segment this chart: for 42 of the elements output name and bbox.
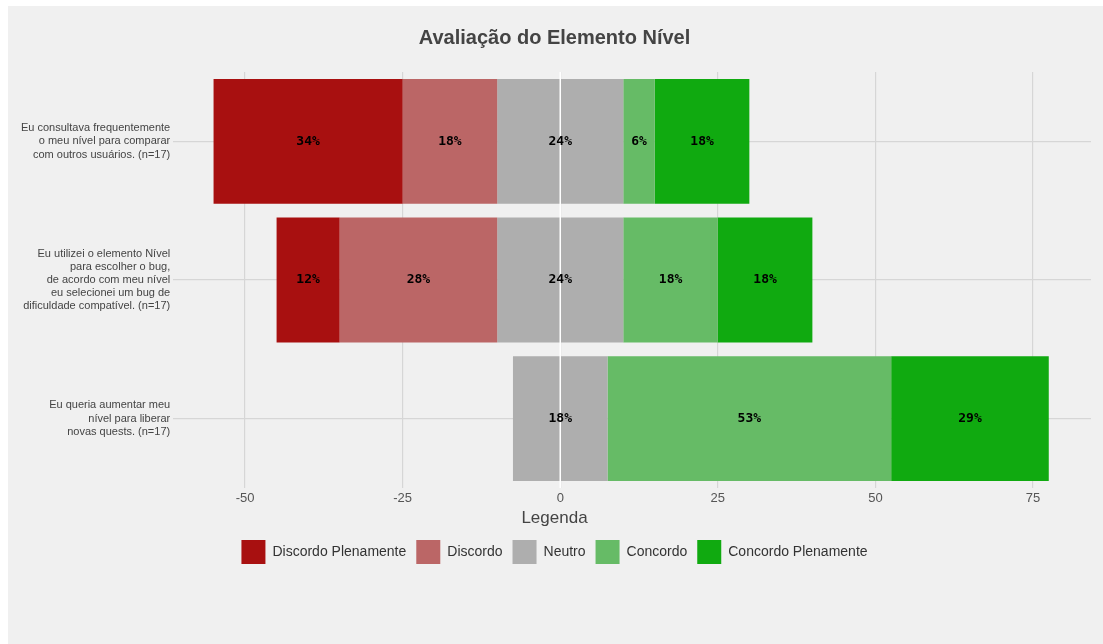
chart-title: Avaliação do Elemento Nível [418, 25, 691, 48]
x-tick-label: 75 [1025, 490, 1041, 506]
bar [654, 78, 750, 204]
annotation: 18% [690, 132, 714, 148]
bar [891, 356, 1049, 482]
legend-label: Discordo [447, 542, 503, 559]
x-tick-label: 0 [556, 490, 564, 506]
annotation: 18% [548, 410, 573, 426]
annotation: 53% [737, 410, 762, 426]
bar [623, 78, 655, 204]
legend-title: Legenda [521, 507, 589, 527]
bar [402, 78, 498, 204]
legend-label: Concordo [626, 542, 688, 559]
annotation: 18% [658, 271, 683, 287]
y-tick-label: Eu consultava frequentemente o meu nível para comparar com outros usuários. (n=17) [20, 121, 171, 160]
legend-label: Discordo Plenamente [272, 542, 407, 559]
annotation: 34% [296, 132, 321, 148]
x-tick-label: 50 [868, 490, 883, 506]
annotation: 29% [958, 410, 982, 426]
bar [339, 217, 498, 343]
y-tick-label: Eu utilizei o elemento Nível para escolher o bug, de acordo com meu nível eu selecionei um bug de dificuldade compatível. (n=17) [23, 246, 171, 312]
annotation: 6% [631, 132, 648, 148]
annotation: 24% [548, 132, 573, 148]
bar [497, 78, 624, 204]
bar [213, 78, 403, 204]
annotation: 12% [296, 271, 321, 287]
bar [512, 356, 608, 482]
x-tick-label: -50 [235, 490, 255, 506]
annotation: 24% [548, 271, 573, 287]
x-tick-label: -25 [393, 490, 413, 506]
annotation: 18% [438, 132, 462, 148]
legend-label: Concordo Plenamente [728, 542, 868, 559]
x-tick-label: 25 [710, 490, 726, 506]
annotation: 18% [753, 271, 778, 287]
legend-label: Neutro [543, 542, 586, 559]
bar [717, 217, 813, 343]
bar [276, 217, 340, 343]
bar [607, 356, 892, 482]
bar [623, 217, 718, 343]
bar [497, 217, 624, 343]
annotation: 28% [406, 271, 431, 287]
y-tick-label: Eu queria aumentar meu nível para liberar novas quests. (n=17) [49, 398, 171, 437]
